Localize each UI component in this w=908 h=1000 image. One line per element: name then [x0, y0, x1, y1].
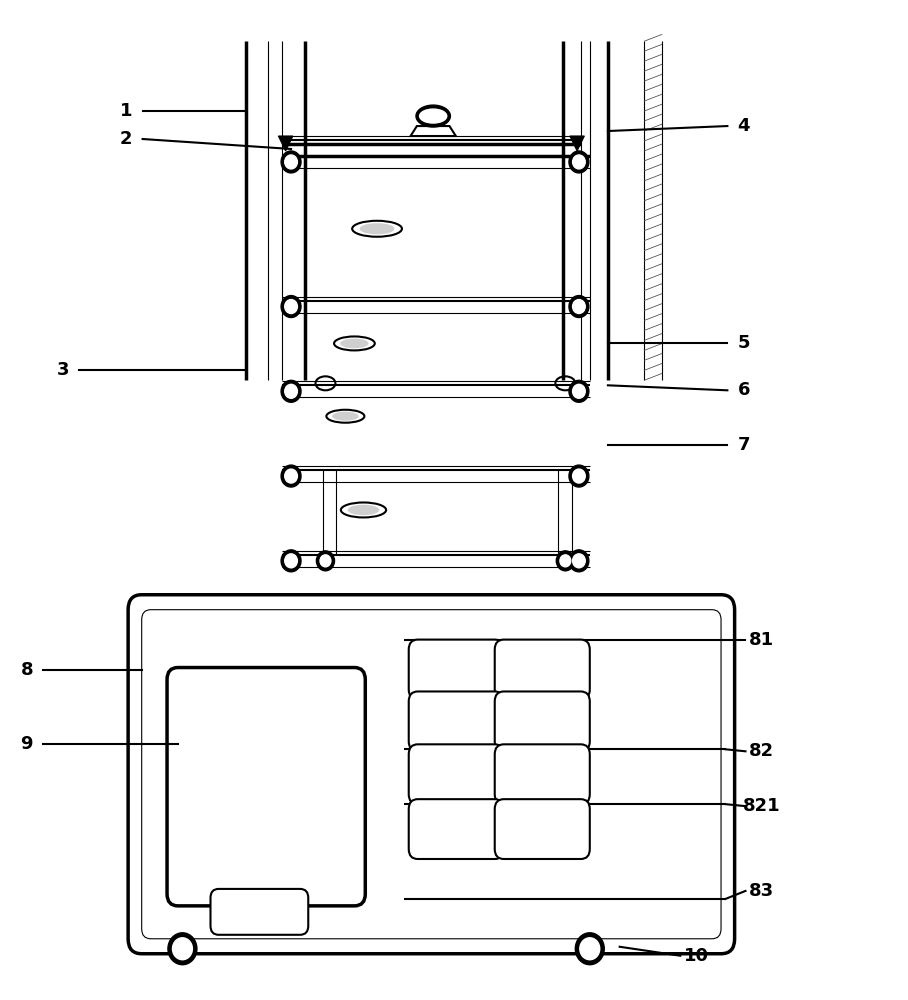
FancyBboxPatch shape [495, 640, 590, 699]
Ellipse shape [416, 105, 450, 127]
FancyBboxPatch shape [495, 744, 590, 804]
Text: 1: 1 [120, 102, 133, 120]
Text: 81: 81 [749, 631, 775, 649]
Circle shape [285, 469, 298, 483]
Polygon shape [410, 126, 456, 136]
Circle shape [281, 380, 301, 402]
Circle shape [573, 469, 586, 483]
Ellipse shape [332, 412, 359, 421]
Text: 6: 6 [737, 381, 750, 399]
Circle shape [285, 384, 298, 398]
Ellipse shape [419, 109, 447, 123]
Circle shape [560, 555, 571, 567]
Text: 83: 83 [749, 882, 775, 900]
Circle shape [573, 554, 586, 568]
Circle shape [580, 938, 600, 960]
Circle shape [557, 551, 575, 571]
Circle shape [569, 296, 589, 318]
FancyBboxPatch shape [409, 691, 504, 751]
Circle shape [573, 384, 586, 398]
Circle shape [281, 296, 301, 318]
Circle shape [285, 155, 298, 169]
Circle shape [320, 555, 331, 567]
Circle shape [569, 380, 589, 402]
Polygon shape [279, 136, 293, 151]
FancyBboxPatch shape [211, 889, 308, 935]
Circle shape [281, 550, 301, 572]
FancyBboxPatch shape [409, 640, 504, 699]
Ellipse shape [348, 505, 380, 515]
FancyBboxPatch shape [495, 799, 590, 859]
FancyBboxPatch shape [495, 691, 590, 751]
Circle shape [569, 465, 589, 487]
Text: 821: 821 [743, 797, 781, 815]
Circle shape [285, 300, 298, 314]
Circle shape [573, 155, 586, 169]
Text: 10: 10 [684, 947, 709, 965]
Circle shape [569, 550, 589, 572]
Circle shape [281, 151, 301, 173]
Circle shape [168, 933, 197, 965]
FancyBboxPatch shape [409, 799, 504, 859]
Text: 5: 5 [737, 334, 750, 352]
Text: 7: 7 [737, 436, 750, 454]
Circle shape [576, 933, 604, 965]
Circle shape [281, 465, 301, 487]
Text: 4: 4 [737, 117, 750, 135]
FancyBboxPatch shape [409, 744, 504, 804]
FancyBboxPatch shape [167, 668, 365, 906]
FancyBboxPatch shape [128, 595, 735, 954]
Text: 82: 82 [749, 742, 775, 760]
Circle shape [316, 551, 334, 571]
Circle shape [173, 938, 192, 960]
Polygon shape [570, 136, 585, 151]
Circle shape [569, 151, 589, 173]
Text: 8: 8 [20, 661, 33, 679]
Text: 2: 2 [120, 130, 133, 148]
Ellipse shape [340, 339, 369, 348]
Ellipse shape [360, 223, 394, 234]
Text: 9: 9 [21, 735, 33, 753]
Circle shape [573, 300, 586, 314]
Text: 3: 3 [56, 361, 69, 379]
Circle shape [285, 554, 298, 568]
